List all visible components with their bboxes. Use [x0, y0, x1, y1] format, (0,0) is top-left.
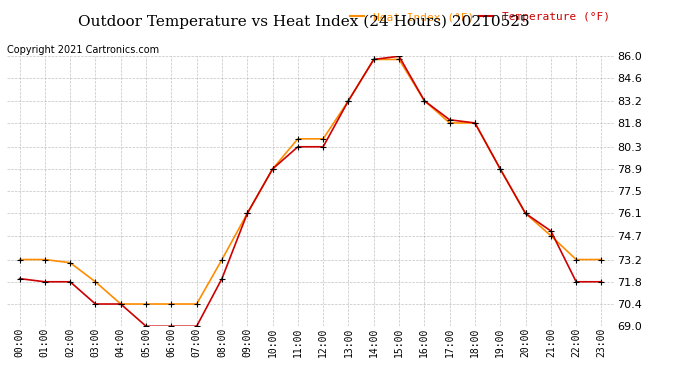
- Heat Index (°F): [496, 167, 504, 171]
- Temperature (°F): [142, 324, 150, 328]
- Heat Index (°F): [572, 257, 580, 262]
- Temperature (°F): [15, 276, 23, 281]
- Heat Index (°F): [218, 257, 226, 262]
- Line: Temperature (°F): Temperature (°F): [17, 54, 604, 329]
- Heat Index (°F): [193, 302, 201, 306]
- Temperature (°F): [395, 54, 403, 58]
- Heat Index (°F): [15, 257, 23, 262]
- Temperature (°F): [446, 117, 454, 122]
- Temperature (°F): [117, 302, 125, 306]
- Temperature (°F): [496, 167, 504, 171]
- Heat Index (°F): [66, 261, 75, 265]
- Temperature (°F): [420, 99, 428, 103]
- Heat Index (°F): [598, 257, 606, 262]
- Line: Heat Index (°F): Heat Index (°F): [17, 57, 604, 307]
- Heat Index (°F): [41, 257, 49, 262]
- Heat Index (°F): [319, 136, 327, 141]
- Heat Index (°F): [522, 211, 530, 216]
- Temperature (°F): [370, 57, 378, 62]
- Temperature (°F): [294, 144, 302, 149]
- Temperature (°F): [598, 279, 606, 284]
- Heat Index (°F): [344, 99, 353, 103]
- Temperature (°F): [522, 211, 530, 216]
- Heat Index (°F): [471, 121, 479, 125]
- Temperature (°F): [572, 279, 580, 284]
- Heat Index (°F): [446, 121, 454, 125]
- Heat Index (°F): [91, 279, 99, 284]
- Heat Index (°F): [370, 57, 378, 62]
- Temperature (°F): [344, 99, 353, 103]
- Temperature (°F): [167, 324, 175, 328]
- Heat Index (°F): [243, 211, 251, 216]
- Temperature (°F): [218, 276, 226, 281]
- Temperature (°F): [41, 279, 49, 284]
- Text: Outdoor Temperature vs Heat Index (24 Hours) 20210525: Outdoor Temperature vs Heat Index (24 Ho…: [78, 15, 529, 29]
- Heat Index (°F): [117, 302, 125, 306]
- Heat Index (°F): [268, 167, 277, 171]
- Heat Index (°F): [420, 99, 428, 103]
- Temperature (°F): [268, 167, 277, 171]
- Heat Index (°F): [167, 302, 175, 306]
- Heat Index (°F): [294, 136, 302, 141]
- Temperature (°F): [546, 229, 555, 233]
- Legend: Heat Index (°F), Temperature (°F): Heat Index (°F), Temperature (°F): [346, 8, 614, 27]
- Temperature (°F): [243, 211, 251, 216]
- Heat Index (°F): [546, 234, 555, 238]
- Temperature (°F): [471, 121, 479, 125]
- Temperature (°F): [91, 302, 99, 306]
- Heat Index (°F): [142, 302, 150, 306]
- Text: Copyright 2021 Cartronics.com: Copyright 2021 Cartronics.com: [7, 45, 159, 55]
- Heat Index (°F): [395, 57, 403, 62]
- Temperature (°F): [193, 324, 201, 328]
- Temperature (°F): [319, 144, 327, 149]
- Temperature (°F): [66, 279, 75, 284]
